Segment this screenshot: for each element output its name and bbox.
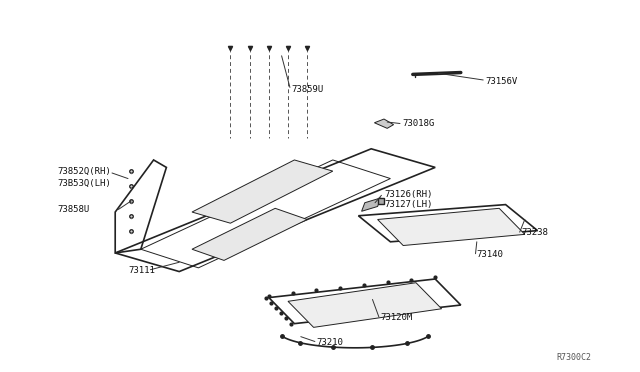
Text: 73018G: 73018G <box>402 119 434 128</box>
Polygon shape <box>192 208 307 260</box>
Text: 73858U: 73858U <box>58 205 90 214</box>
Text: 73111: 73111 <box>128 266 155 275</box>
Polygon shape <box>378 208 525 246</box>
Polygon shape <box>192 160 333 223</box>
Text: 73852Q(RH): 73852Q(RH) <box>58 167 111 176</box>
Polygon shape <box>288 283 442 327</box>
Polygon shape <box>374 119 394 128</box>
Text: 73156V: 73156V <box>485 77 517 86</box>
Text: 73210: 73210 <box>317 338 344 347</box>
Text: 73120M: 73120M <box>381 313 413 322</box>
Text: 73859U: 73859U <box>291 85 323 94</box>
Text: 73B53Q(LH): 73B53Q(LH) <box>58 179 111 187</box>
Text: 73238: 73238 <box>522 228 548 237</box>
Text: 73127(LH): 73127(LH) <box>384 200 433 209</box>
Text: 73140: 73140 <box>477 250 504 259</box>
Text: R7300C2: R7300C2 <box>557 353 592 362</box>
Text: 73126(RH): 73126(RH) <box>384 190 433 199</box>
Polygon shape <box>362 198 381 211</box>
